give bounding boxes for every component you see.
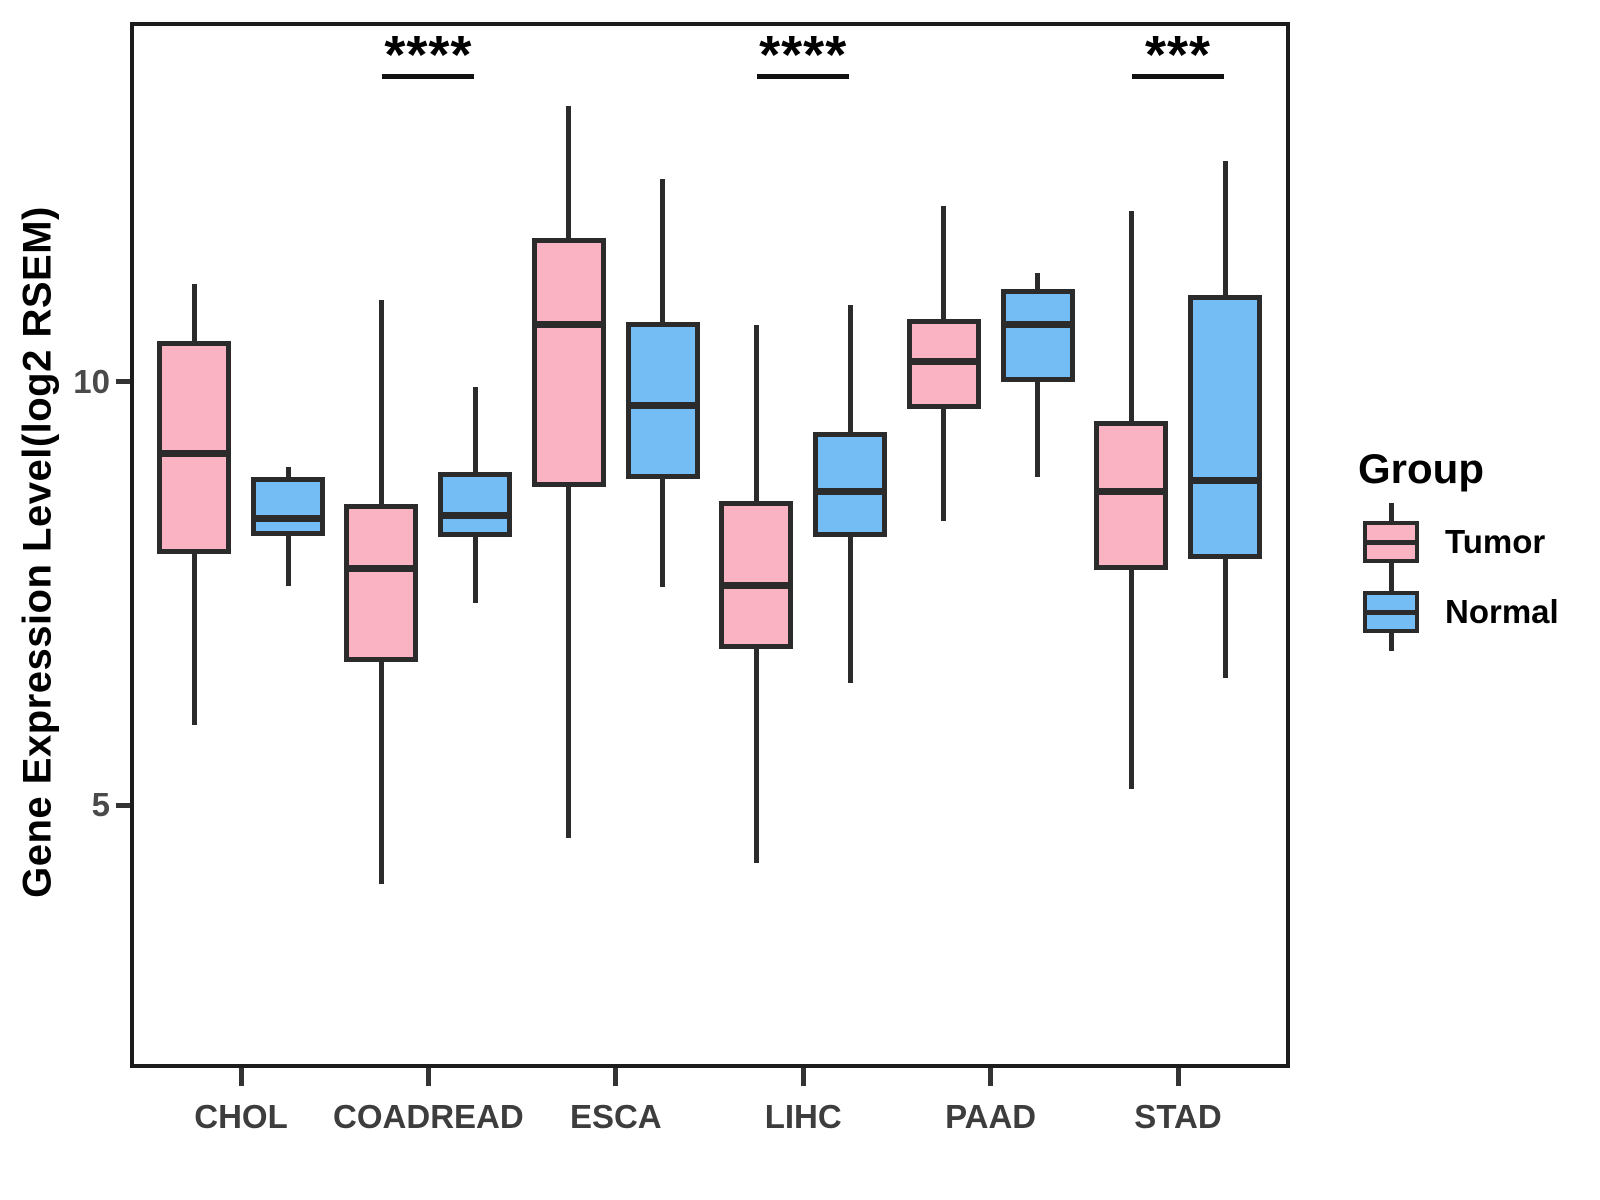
x-tick-label-chol: CHOL: [194, 1098, 288, 1135]
x-tick-mark: [988, 1068, 994, 1086]
x-tick-mark: [800, 1068, 806, 1086]
median-normal-chol: [256, 515, 320, 523]
y-tick-label: 5: [91, 786, 110, 823]
legend-entry-tumor: Tumor: [1363, 503, 1563, 581]
median-normal-lihc: [818, 488, 883, 496]
y-tick-label: 10: [73, 362, 110, 400]
median-tumor-coadread: [349, 565, 414, 573]
plot-panel-border: [130, 22, 1290, 1068]
median-normal-esca: [630, 401, 695, 409]
x-tick-mark: [425, 1068, 431, 1086]
box-tumor-coadread: [344, 504, 419, 662]
significance-line-lihc: [757, 74, 850, 79]
box-tumor-lihc: [719, 501, 794, 650]
x-tick-label-lihc: LIHC: [764, 1098, 842, 1135]
significance-line-coadread: [382, 74, 475, 79]
significance-stars-coadread: ****: [384, 25, 473, 85]
box-normal-stad: [1188, 294, 1262, 559]
x-tick-mark: [1175, 1068, 1181, 1086]
y-tick-mark: [116, 379, 130, 385]
box-tumor-esca: [531, 237, 606, 487]
median-tumor-lihc: [724, 582, 789, 590]
legend-entry-normal: Normal: [1363, 573, 1563, 651]
x-tick-mark: [613, 1068, 619, 1086]
significance-stars-stad: ***: [1144, 25, 1212, 85]
legend-label-tumor: Tumor: [1445, 523, 1546, 560]
median-tumor-stad: [1099, 488, 1163, 496]
box-normal-lihc: [813, 431, 888, 537]
significance-line-stad: [1132, 74, 1224, 79]
box-tumor-stad: [1094, 421, 1168, 571]
legend-key-median: [1367, 609, 1415, 615]
median-tumor-chol: [162, 450, 226, 458]
legend-label-normal: Normal: [1445, 593, 1559, 630]
box-tumor-chol: [157, 341, 231, 554]
box-normal-coadread: [438, 472, 513, 537]
box-normal-paad: [1000, 289, 1075, 382]
x-tick-label-stad: STAD: [1134, 1098, 1222, 1135]
median-normal-coadread: [443, 511, 508, 519]
x-tick-label-coadread: COADREAD: [333, 1098, 524, 1135]
legend-title: Group: [1358, 445, 1484, 492]
median-tumor-paad: [911, 357, 976, 365]
x-tick-label-paad: PAAD: [945, 1098, 1037, 1135]
significance-stars-lihc: ****: [759, 25, 848, 85]
median-normal-paad: [1005, 321, 1070, 329]
median-normal-stad: [1193, 477, 1257, 485]
box-normal-chol: [251, 477, 325, 536]
legend-key-median: [1367, 539, 1415, 545]
median-tumor-esca: [536, 321, 601, 329]
box-normal-esca: [625, 321, 700, 480]
x-tick-mark: [238, 1068, 244, 1086]
y-tick-mark: [116, 802, 130, 808]
x-tick-label-esca: ESCA: [569, 1098, 662, 1135]
